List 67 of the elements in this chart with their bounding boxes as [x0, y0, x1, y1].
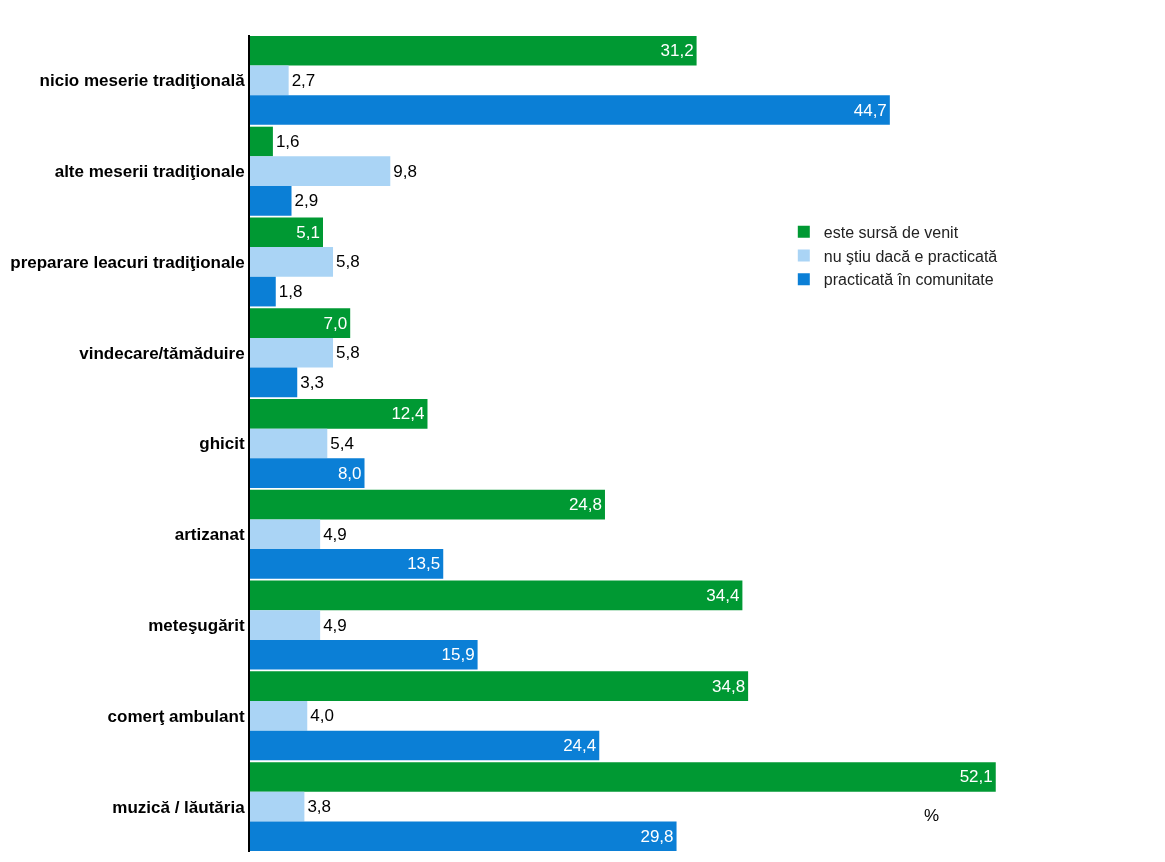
y-tick-label: muzică / lăutăria: [112, 797, 246, 817]
data-label: 5,4: [330, 434, 354, 453]
bar: [250, 308, 351, 338]
bar: [250, 337, 334, 368]
data-label: 5,8: [336, 343, 360, 363]
annotation: %: [924, 806, 940, 825]
y-tick-label: artizanat: [174, 525, 245, 545]
bar: [250, 519, 321, 550]
bar: [250, 276, 276, 307]
bar: [250, 610, 321, 640]
data-label: 4,9: [323, 524, 347, 544]
bar: [250, 156, 391, 186]
data-label: 13,5: [407, 554, 441, 574]
bar: [250, 671, 749, 702]
legend-label: nu ştiu dacă e practicată: [823, 247, 998, 265]
data-label: 1,8: [278, 282, 303, 302]
bar: [250, 428, 328, 459]
bar: [250, 489, 605, 520]
data-label: 3,8: [307, 797, 332, 817]
bar: [250, 549, 444, 579]
bar: [250, 580, 743, 611]
data-label: 1,6: [275, 132, 300, 152]
data-label: 34,8: [712, 676, 746, 696]
y-tick-label: nicio meserie tradiţională: [39, 71, 246, 91]
bar: [250, 126, 273, 157]
data-label: 9,8: [393, 161, 417, 181]
bar: [250, 247, 334, 277]
y-tick-label: ghicit: [199, 434, 245, 454]
data-label: 5,1: [296, 222, 320, 242]
data-label: 15,9: [441, 645, 475, 665]
bar: [250, 185, 292, 216]
bar: [250, 701, 308, 731]
data-label: 24,8: [568, 495, 602, 515]
data-label: 31,2: [660, 41, 694, 61]
data-label: 7,0: [323, 313, 348, 333]
bar: [250, 95, 890, 125]
bar: [250, 821, 677, 852]
bar: [250, 367, 298, 398]
data-label: 4,0: [310, 706, 334, 726]
data-label: 24,4: [563, 735, 597, 755]
y-tick-label: preparare leacuri tradiţionale: [10, 252, 245, 272]
data-label: 12,4: [391, 404, 425, 424]
bar: [250, 762, 996, 792]
data-label: 3,3: [300, 372, 324, 392]
bar: [250, 639, 478, 670]
y-tick-label: comerţ ambulant: [107, 706, 245, 726]
data-label: 5,8: [336, 252, 360, 272]
data-label: 2,9: [294, 191, 319, 211]
data-label: 4,9: [323, 615, 347, 635]
legend-label: este sursă de venit: [823, 223, 959, 241]
data-label: 2,7: [291, 70, 316, 90]
data-label: 8,0: [337, 463, 362, 483]
legend-label: practicată în comunitate: [823, 271, 994, 289]
bar: [250, 399, 428, 429]
y-tick-label: alte meserii tradiţionale: [54, 162, 245, 182]
data-label: 34,4: [706, 585, 740, 605]
bar: [250, 730, 600, 761]
data-label: 52,1: [959, 767, 993, 787]
data-label: 44,7: [853, 100, 887, 120]
bar: [250, 458, 365, 488]
y-tick-label: vindecare/tămăduire: [79, 343, 245, 363]
data-label: 29,8: [640, 826, 674, 846]
bar: [250, 217, 323, 248]
bar: [250, 35, 697, 66]
y-tick-label: meteşugărit: [148, 616, 245, 636]
bar: [250, 65, 289, 96]
bar: [250, 791, 305, 822]
